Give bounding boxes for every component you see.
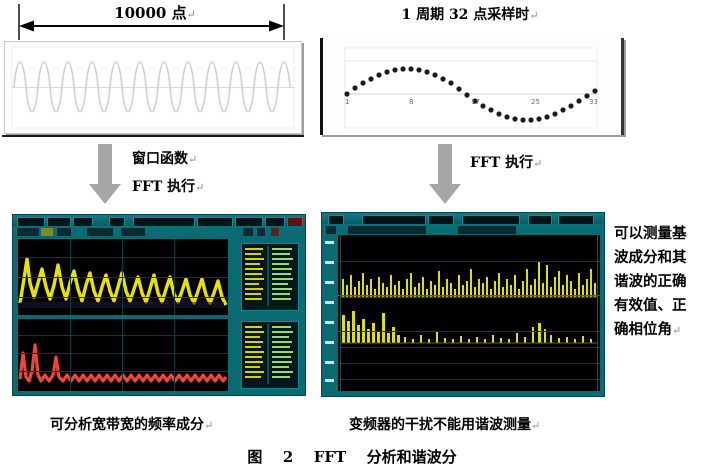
spectrum-graph-yellow[interactable]: [18, 239, 228, 315]
fft-exec-label-right: FFT 执行↵: [470, 152, 542, 172]
sine-waveform-plot: [5, 42, 301, 133]
fft-exec-text-left: FFT 执行: [132, 179, 196, 195]
pilcrow-icon: ↵: [186, 8, 196, 21]
svg-text:33: 33: [589, 98, 598, 106]
sine-waveform-panel: [4, 41, 302, 134]
side-note: 可以测量基 波成分和其 谐波的正确 有效值、正 确相位角↵: [614, 222, 704, 343]
sampling-title-text: 1 周期 32 点采样时: [401, 7, 530, 23]
measurement-readout-top[interactable]: [241, 243, 299, 311]
analyzer-screenshot-left[interactable]: [13, 215, 305, 395]
pilcrow-icon: ↵: [204, 419, 214, 432]
harmonics-graph[interactable]: [338, 235, 600, 391]
down-arrow-icon-left: [88, 144, 122, 210]
scope-status-bar: [13, 226, 305, 236]
svg-text:25: 25: [531, 98, 540, 106]
side-note-line: 有效值、正: [614, 297, 687, 314]
sampling-title: 1 周期 32 点采样时↵: [320, 4, 620, 24]
dimension-label: 10000 点↵: [70, 2, 240, 23]
dimension-arrow-10000-points: [18, 4, 286, 40]
measurement-readout-bottom[interactable]: [241, 321, 299, 389]
dimension-label-text: 10000 点: [114, 4, 187, 22]
panel-underline: [2, 135, 304, 137]
caption-left-text: 可分析宽带宽的频率成分: [50, 417, 204, 433]
sampled-dots-panel: 1 8 17 25 33: [320, 38, 624, 135]
svg-text:17: 17: [471, 98, 480, 106]
fft-exec-label-left: FFT 执行↵: [132, 176, 204, 196]
scope-menu-bar[interactable]: [13, 215, 305, 227]
pilcrow-icon: ↵: [533, 157, 543, 170]
caption-left: 可分析宽带宽的频率成分↵: [50, 414, 213, 434]
pilcrow-icon: ↵: [195, 181, 205, 194]
sampled-dots-plot: 1 8 17 25 33: [323, 38, 615, 135]
pilcrow-icon: ↵: [188, 153, 198, 166]
side-note-line-last: 确相位角↵: [614, 318, 704, 343]
harmonics-bars: [340, 261, 598, 344]
window-function-text: 窗口函数: [132, 151, 188, 167]
side-note-text: 确相位角: [614, 321, 672, 338]
svg-text:8: 8: [409, 98, 413, 106]
spectrum-graph-red[interactable]: [18, 319, 228, 391]
analyzer-screenshot-right[interactable]: [322, 213, 604, 396]
figure-label: 图: [247, 448, 263, 466]
pilcrow-icon: ↵: [529, 9, 539, 22]
pilcrow-icon: ↵: [531, 419, 541, 432]
caption-right: 变频器的干扰不能用谐波测量↵: [349, 414, 540, 434]
scope-status-bar: [322, 224, 604, 234]
fft-exec-text-right: FFT 执行: [470, 155, 534, 171]
side-note-line: 可以测量基: [614, 225, 687, 242]
figure-title-a: FFT: [313, 448, 347, 466]
figure-title-b: 分析和谐波分: [366, 448, 457, 466]
side-note-line: 谐波的正确: [614, 273, 687, 290]
side-note-line: 波成分和其: [614, 249, 687, 266]
figure-caption: 图 2 FFT 分析和谐波分: [0, 446, 704, 467]
figure-number: 2: [282, 448, 294, 466]
svg-text:1: 1: [345, 98, 349, 106]
scope-menu-bar[interactable]: [322, 213, 604, 225]
caption-right-text: 变频器的干扰不能用谐波测量: [349, 417, 531, 433]
vertical-scale-strip: [324, 235, 336, 392]
down-arrow-icon-right: [428, 144, 462, 210]
pilcrow-icon: ↵: [672, 324, 682, 337]
window-function-label: 窗口函数↵: [132, 148, 197, 168]
